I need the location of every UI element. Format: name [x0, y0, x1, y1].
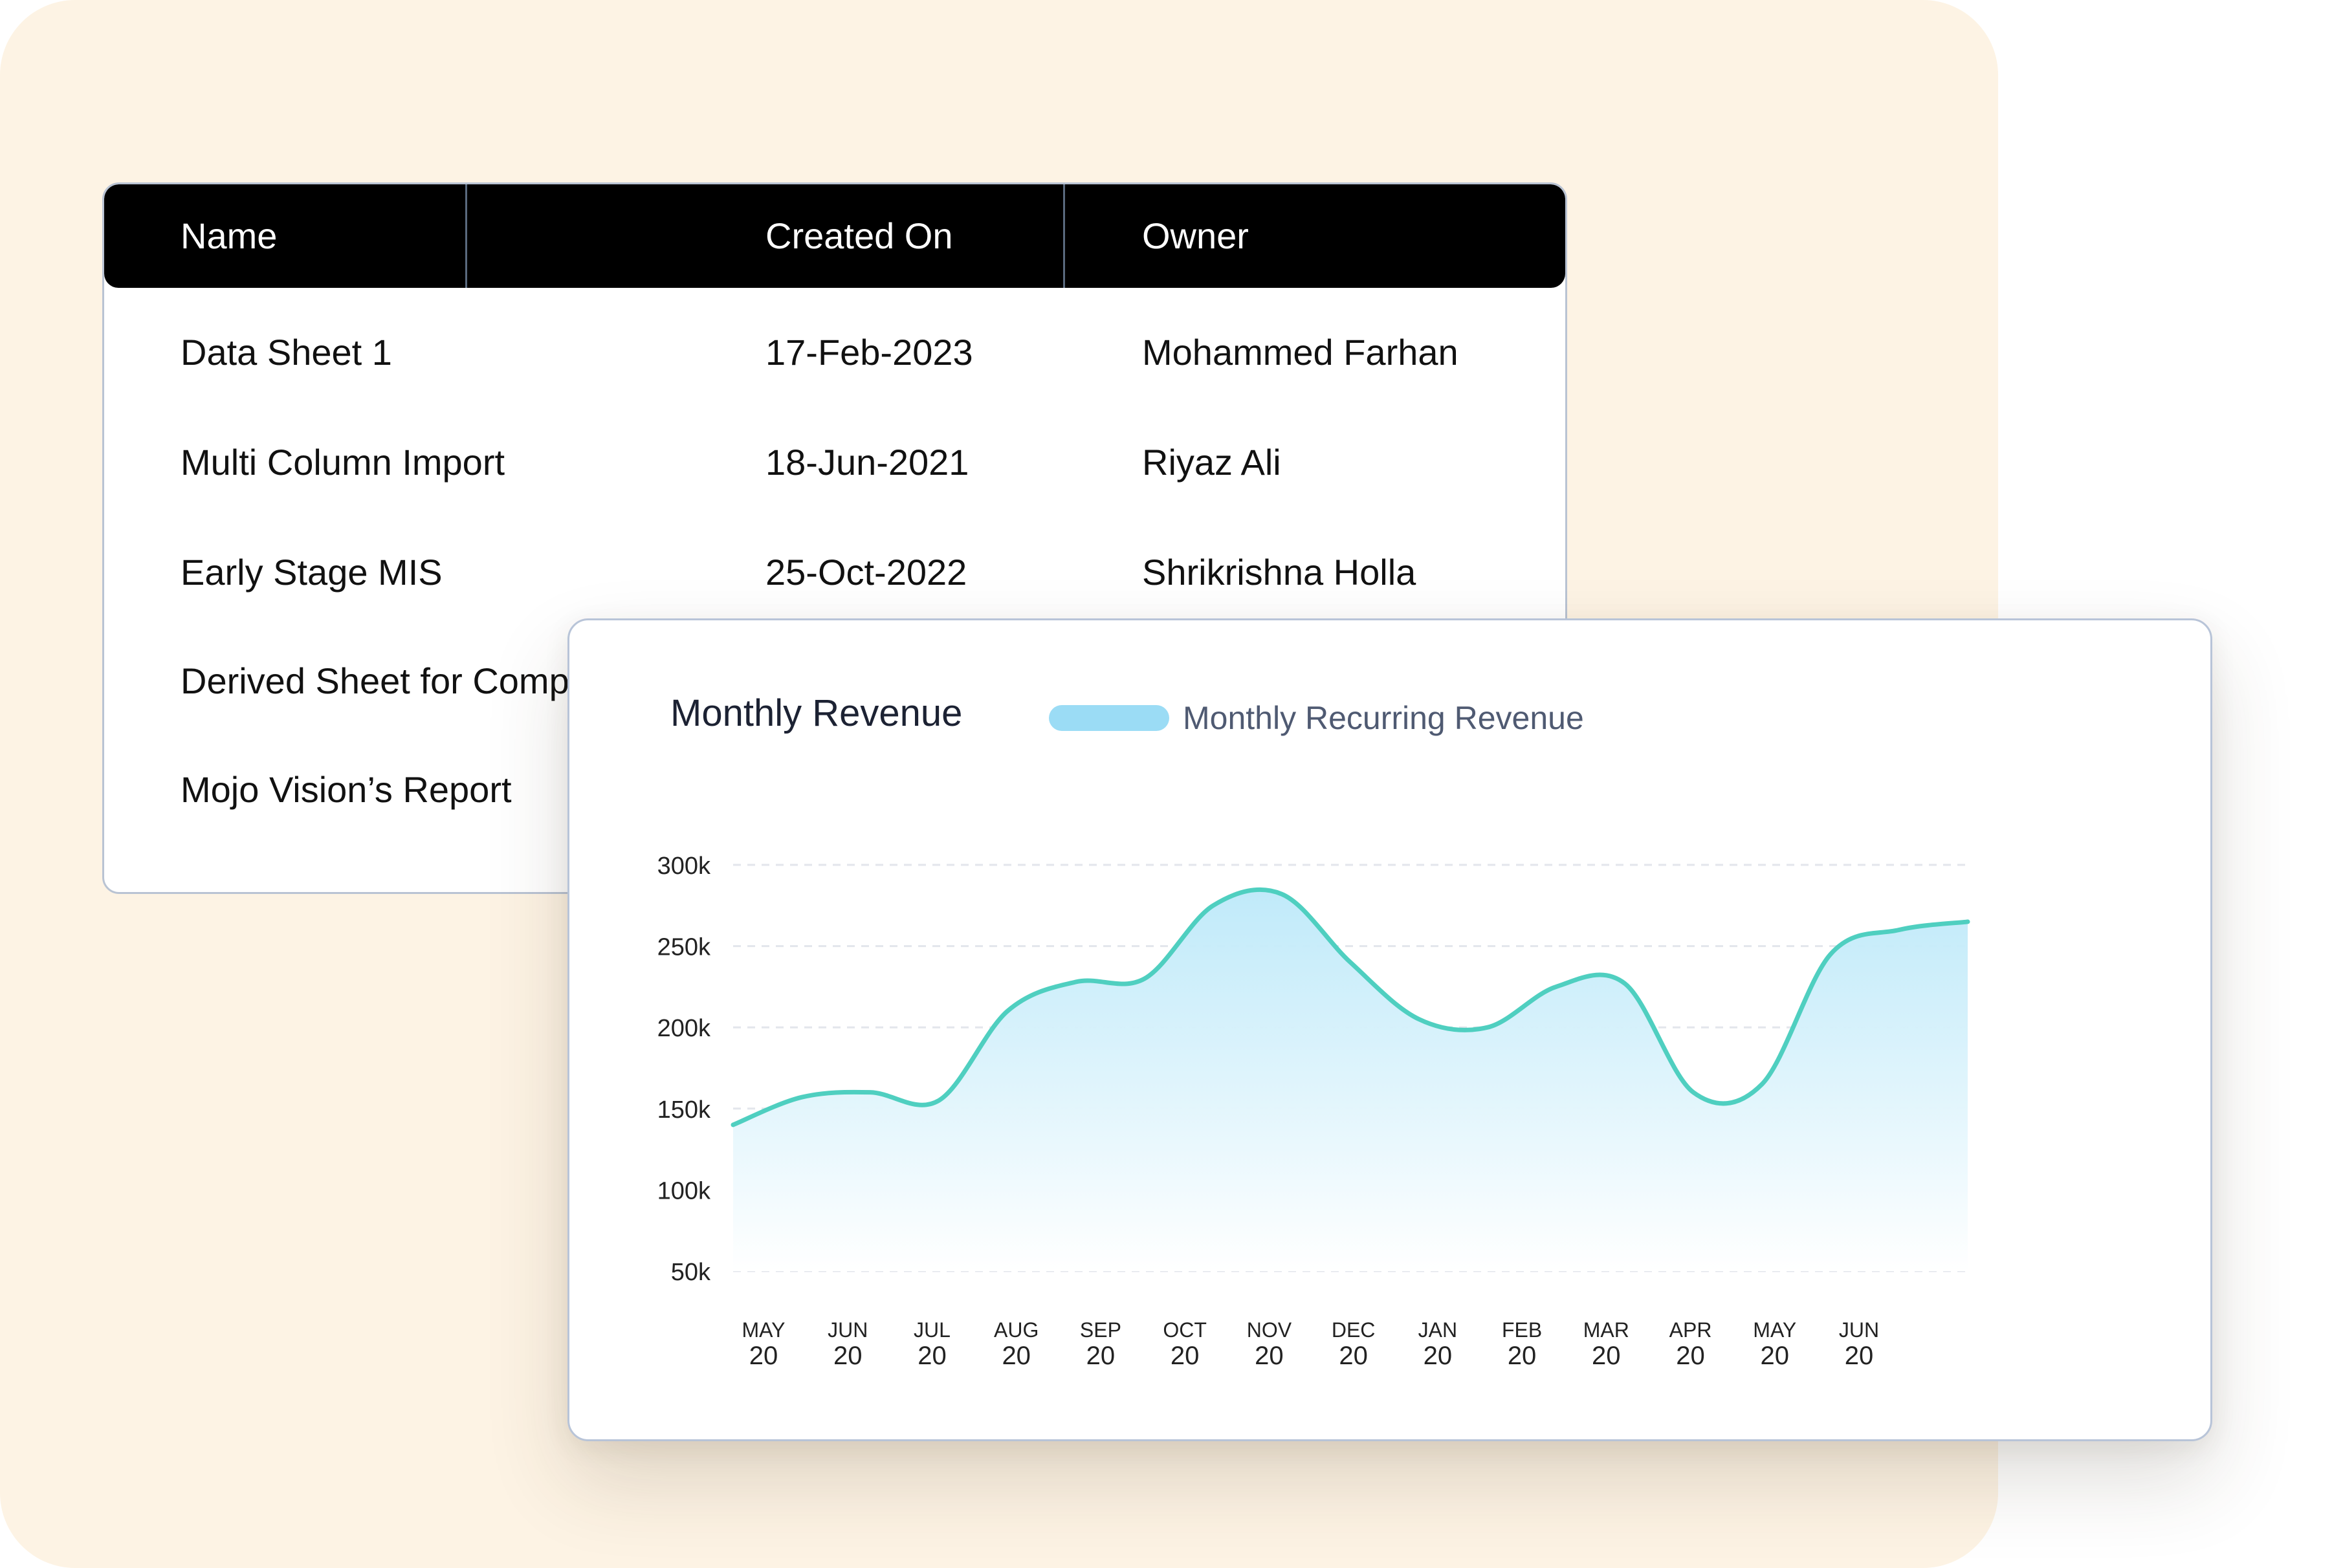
x-tick-year: 20	[1424, 1342, 1453, 1370]
row-name: Data Sheet 1	[181, 332, 392, 373]
row-owner: Mohammed Farhan	[1142, 332, 1458, 373]
x-tick-month: OCT	[1163, 1318, 1207, 1342]
x-tick-year: 20	[918, 1342, 947, 1370]
legend-swatch	[1049, 705, 1169, 731]
x-tick-year: 20	[1592, 1342, 1621, 1370]
table-row[interactable]: Data Sheet 1 17-Feb-2023 Mohammed Farhan	[104, 298, 1565, 408]
x-tick-month: APR	[1669, 1318, 1712, 1342]
x-tick-year: 20	[1171, 1342, 1200, 1370]
y-axis-ticks: 300k 250k 200k 150k 100k 50k	[657, 853, 711, 1286]
x-tick-month: JUL	[914, 1318, 951, 1342]
x-tick-year: 20	[1676, 1342, 1705, 1370]
x-axis-ticks: MAY20JUN20JUL20AUG20SEP20OCT20NOV20DEC20…	[742, 1318, 1880, 1370]
x-tick-month: JUN	[828, 1318, 868, 1342]
row-owner: Shrikrishna Holla	[1142, 552, 1416, 593]
x-tick-year: 20	[833, 1342, 863, 1370]
x-tick-year: 20	[1845, 1342, 1874, 1370]
row-name: Multi Column Import	[181, 442, 505, 483]
row-created-on: 25-Oct-2022	[765, 552, 967, 593]
column-divider	[1063, 184, 1065, 288]
row-name: Mojo Vision’s Report	[181, 769, 512, 810]
column-header-name[interactable]: Name	[181, 215, 278, 256]
x-tick-month: DEC	[1332, 1318, 1376, 1342]
x-tick-month: JUN	[1839, 1318, 1879, 1342]
x-tick-month: SEP	[1080, 1318, 1121, 1342]
x-tick-month: MAY	[1753, 1318, 1796, 1342]
y-tick-label: 200k	[657, 1015, 711, 1042]
x-tick-month: NOV	[1247, 1318, 1292, 1342]
x-tick-year: 20	[749, 1342, 778, 1370]
x-tick-month: MAY	[742, 1318, 786, 1342]
row-created-on: 18-Jun-2021	[765, 442, 969, 483]
x-tick-year: 20	[1339, 1342, 1368, 1370]
row-owner: Riyaz Ali	[1142, 442, 1281, 483]
chart-title: Monthly Revenue	[670, 692, 963, 734]
revenue-area-fill	[733, 889, 1968, 1271]
y-tick-label: 150k	[657, 1096, 711, 1124]
x-tick-year: 20	[1086, 1342, 1116, 1370]
legend-label[interactable]: Monthly Recurring Revenue	[1183, 700, 1584, 736]
x-tick-year: 20	[1761, 1342, 1790, 1370]
revenue-line	[731, 887, 1970, 1127]
monthly-revenue-chart-card: Monthly Revenue Monthly Recurring Revenu…	[567, 618, 2212, 1441]
x-tick-month: AUG	[994, 1318, 1039, 1342]
row-name: Early Stage MIS	[181, 552, 443, 593]
column-divider	[465, 184, 467, 288]
table-header: Name Created On Owner	[104, 184, 1565, 288]
table-row[interactable]: Early Stage MIS 25-Oct-2022 Shrikrishna …	[104, 517, 1565, 627]
y-tick-label: 250k	[657, 934, 711, 961]
y-tick-label: 50k	[671, 1259, 711, 1286]
column-header-created-on[interactable]: Created On	[765, 215, 953, 256]
x-tick-month: MAR	[1583, 1318, 1629, 1342]
x-tick-year: 20	[1002, 1342, 1031, 1370]
table-row[interactable]: Mojo Vision’s Report	[104, 735, 1565, 845]
row-name: Derived Sheet for Comp	[181, 660, 569, 701]
table-row[interactable]: Derived Sheet for Comp	[104, 626, 1565, 736]
column-header-owner[interactable]: Owner	[1142, 215, 1249, 256]
y-tick-label: 100k	[657, 1177, 711, 1204]
table-row[interactable]: Multi Column Import 18-Jun-2021 Riyaz Al…	[104, 408, 1565, 517]
y-tick-label: 300k	[657, 853, 711, 880]
x-tick-month: JAN	[1418, 1318, 1457, 1342]
x-tick-year: 20	[1255, 1342, 1284, 1370]
row-created-on: 17-Feb-2023	[765, 332, 973, 373]
x-tick-year: 20	[1508, 1342, 1537, 1370]
x-tick-month: FEB	[1502, 1318, 1542, 1342]
